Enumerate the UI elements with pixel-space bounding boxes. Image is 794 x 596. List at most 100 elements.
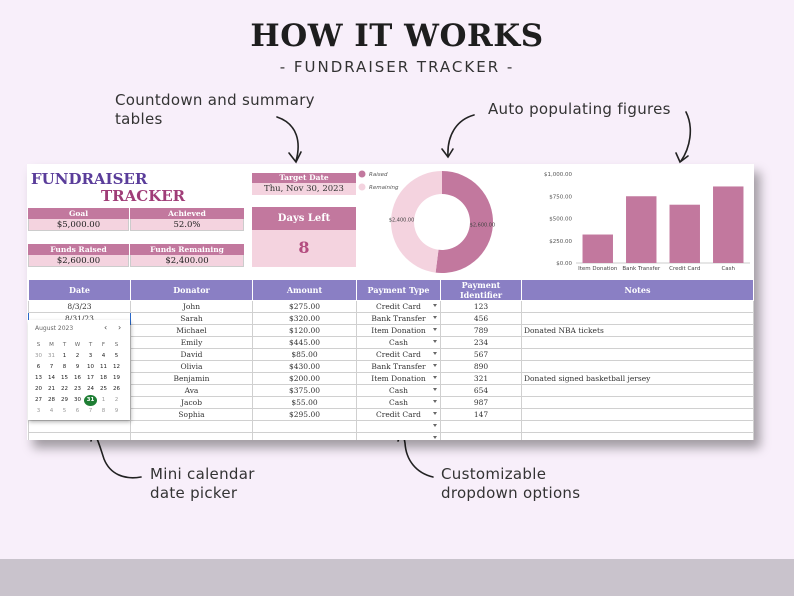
calendar-day[interactable]: 14 [48,375,55,381]
payment-type-dropdown[interactable]: Credit Card [356,408,441,421]
calendar-day[interactable]: 22 [61,386,68,392]
calendar-day[interactable]: 24 [87,386,94,392]
calendar-day[interactable]: 10 [87,364,94,370]
payment-identifier-cell[interactable]: 147 [440,408,522,421]
column-header-payment-identifier[interactable]: Payment Identifier [440,279,522,301]
payment-type-dropdown[interactable]: Cash [356,336,441,349]
calendar-day[interactable]: 13 [35,375,42,381]
payment-type-dropdown[interactable] [356,432,441,440]
calendar-day[interactable]: 1 [62,353,67,359]
donator-cell[interactable]: Ava [130,384,253,397]
mini-calendar-date-picker[interactable]: August 2023 ‹ › S M T W T F S 30 31 1 2 3 4 5 6 7 8 9 10 11… [28,320,130,420]
donator-cell[interactable]: Sophia [130,408,253,421]
payment-type-dropdown[interactable]: Cash [356,396,441,409]
calendar-day[interactable]: 7 [88,408,93,414]
calendar-day[interactable]: 26 [113,386,120,392]
amount-cell[interactable]: $430.00 [252,360,357,373]
calendar-day[interactable]: 15 [61,375,68,381]
payment-type-dropdown[interactable]: Cash [356,384,441,397]
calendar-day[interactable]: 11 [100,364,107,370]
calendar-day[interactable]: 1 [101,397,106,403]
donator-cell[interactable]: Michael [130,324,253,337]
amount-cell[interactable]: $295.00 [252,408,357,421]
calendar-day[interactable]: 8 [101,408,106,414]
payment-type-dropdown[interactable]: Item Donation [356,372,441,385]
calendar-day[interactable]: 4 [101,353,106,359]
date-cell[interactable] [28,420,131,433]
calendar-day[interactable]: 9 [114,408,119,414]
calendar-day[interactable]: 6 [75,408,80,414]
calendar-day[interactable]: 2 [75,353,80,359]
dropdown-caret-icon[interactable] [433,316,437,319]
calendar-prev-button[interactable]: ‹ [104,323,108,332]
payment-type-dropdown[interactable]: Credit Card [356,300,441,313]
payment-type-dropdown[interactable] [356,420,441,433]
date-cell[interactable] [28,432,131,440]
calendar-next-button[interactable]: › [118,323,122,332]
calendar-day[interactable]: 19 [113,375,120,381]
dropdown-caret-icon[interactable] [433,364,437,367]
column-header-date[interactable]: Date [28,279,131,301]
amount-cell[interactable]: $275.00 [252,300,357,313]
calendar-day[interactable]: 3 [88,353,93,359]
calendar-day[interactable]: 25 [100,386,107,392]
calendar-day[interactable]: 20 [35,386,42,392]
amount-cell[interactable] [252,432,357,440]
dropdown-caret-icon[interactable] [433,352,437,355]
calendar-day[interactable]: 2 [114,397,119,403]
payment-identifier-cell[interactable]: 456 [440,312,522,325]
donator-cell[interactable] [130,420,253,433]
calendar-day[interactable]: 5 [114,353,119,359]
dropdown-caret-icon[interactable] [433,436,437,439]
calendar-day[interactable]: 3 [36,408,41,414]
calendar-day[interactable]: 4 [49,408,54,414]
notes-cell[interactable] [521,432,754,440]
donator-cell[interactable]: Olivia [130,360,253,373]
calendar-day[interactable]: 5 [62,408,67,414]
payment-identifier-cell[interactable] [440,432,522,440]
calendar-day[interactable]: 9 [75,364,80,370]
payment-identifier-cell[interactable] [440,420,522,433]
calendar-day[interactable]: 12 [113,364,120,370]
calendar-day[interactable]: 30 [35,353,42,359]
column-header-amount[interactable]: Amount [252,279,357,301]
calendar-day[interactable]: 30 [74,397,81,403]
amount-cell[interactable] [252,420,357,433]
amount-cell[interactable]: $200.00 [252,372,357,385]
payment-identifier-cell[interactable]: 789 [440,324,522,337]
dropdown-caret-icon[interactable] [433,400,437,403]
payment-type-dropdown[interactable]: Credit Card [356,348,441,361]
calendar-day[interactable]: 29 [61,397,68,403]
target-date-value[interactable]: Thu, Nov 30, 2023 [252,183,356,195]
notes-cell[interactable] [521,360,754,373]
date-cell[interactable]: 8/3/23 [28,300,131,313]
amount-cell[interactable]: $375.00 [252,384,357,397]
payment-type-dropdown[interactable]: Item Donation [356,324,441,337]
dropdown-caret-icon[interactable] [433,376,437,379]
dropdown-caret-icon[interactable] [433,424,437,427]
dropdown-caret-icon[interactable] [433,304,437,307]
calendar-day[interactable]: 27 [35,397,42,403]
dropdown-caret-icon[interactable] [433,388,437,391]
amount-cell[interactable]: $445.00 [252,336,357,349]
donator-cell[interactable]: Emily [130,336,253,349]
calendar-day[interactable]: 18 [100,375,107,381]
payment-type-dropdown[interactable]: Bank Transfer [356,360,441,373]
dropdown-caret-icon[interactable] [433,328,437,331]
dropdown-caret-icon[interactable] [433,340,437,343]
notes-cell[interactable]: Donated NBA tickets [521,324,754,337]
column-header-donator[interactable]: Donator [130,279,253,301]
payment-identifier-cell[interactable]: 987 [440,396,522,409]
donator-cell[interactable]: Sarah [130,312,253,325]
donator-cell[interactable]: Jacob [130,396,253,409]
amount-cell[interactable]: $85.00 [252,348,357,361]
payment-identifier-cell[interactable]: 234 [440,336,522,349]
calendar-day[interactable]: 28 [48,397,55,403]
payment-identifier-cell[interactable]: 567 [440,348,522,361]
payment-identifier-cell[interactable]: 123 [440,300,522,313]
notes-cell[interactable] [521,384,754,397]
notes-cell[interactable] [521,396,754,409]
notes-cell[interactable] [521,420,754,433]
donator-cell[interactable]: John [130,300,253,313]
amount-cell[interactable]: $320.00 [252,312,357,325]
